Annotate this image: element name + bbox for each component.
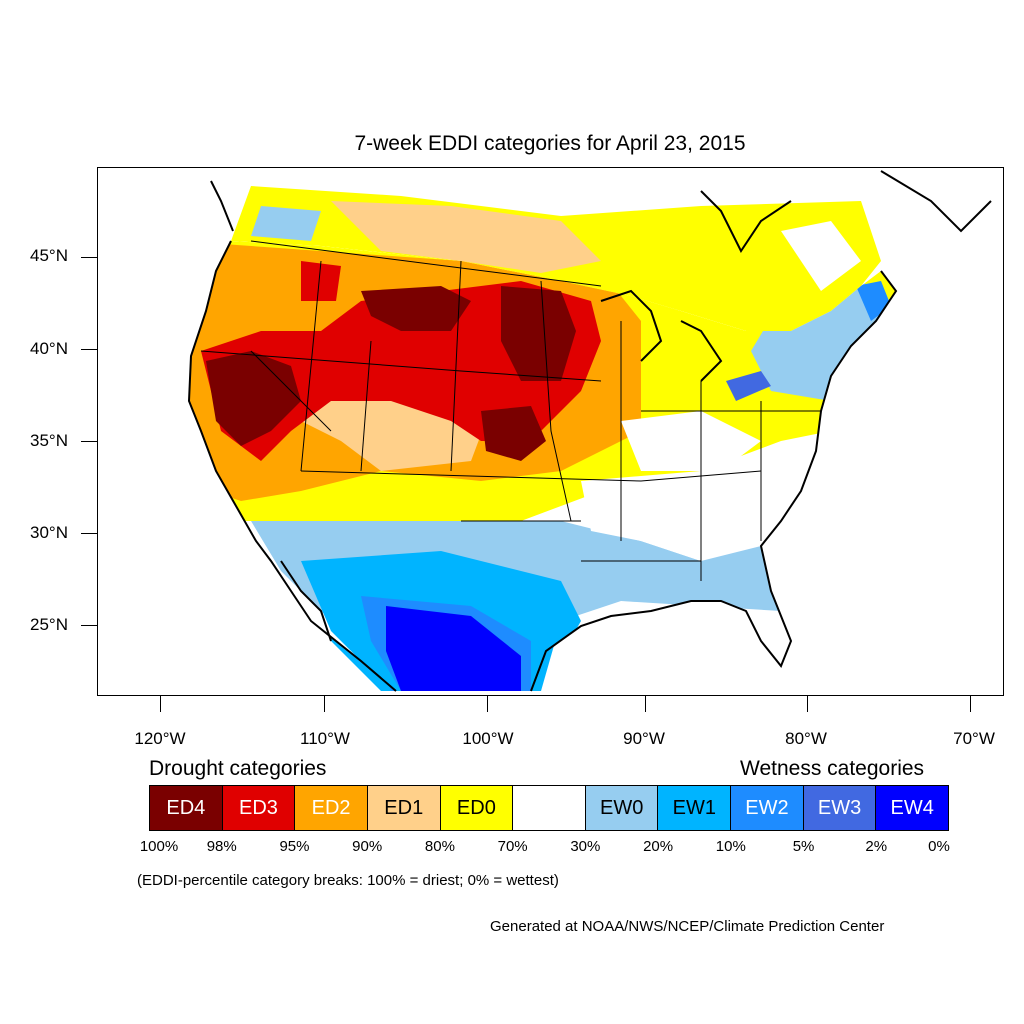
legend-break-label: 98%: [206, 838, 237, 855]
lon-tick: [807, 696, 808, 712]
coastline: [187, 170, 992, 692]
lat-tick: [81, 625, 97, 626]
lon-label: 110°W: [300, 729, 350, 748]
lat-label: 35°N: [30, 431, 68, 450]
lon-tick: [487, 696, 488, 712]
legend-break-label: 95%: [279, 838, 310, 855]
category-legend: ED4 ED3 ED2 ED1 ED0 EW0 EW1 EW2 EW3 EW4: [149, 785, 949, 831]
lon-label: 70°W: [953, 729, 995, 748]
legend-box: ED0: [440, 786, 514, 830]
legend-box: ED2: [295, 786, 368, 830]
lon-tick: [970, 696, 971, 712]
legend-break-label: 10%: [715, 838, 746, 855]
legend-break-label: 100%: [139, 838, 179, 855]
lon-tick: [645, 696, 646, 712]
lon-label: 80°W: [785, 729, 827, 748]
legend-break-label: 2%: [865, 838, 888, 855]
lat-label: 45°N: [30, 246, 68, 265]
legend-break-label: 80%: [424, 838, 455, 855]
data-field: [98, 168, 1003, 695]
lat-label: 25°N: [30, 615, 68, 634]
map-title: 7-week EDDI categories for April 23, 201…: [354, 132, 746, 155]
legend-break-label: 0%: [928, 838, 950, 855]
credit-text: Generated at NOAA/NWS/NCEP/Climate Predi…: [490, 918, 885, 935]
lat-tick: [81, 257, 97, 258]
legend-box: [513, 786, 586, 830]
legend-box: ED1: [367, 786, 441, 830]
legend-break-label: 5%: [792, 838, 815, 855]
lon-label: 90°W: [623, 729, 665, 748]
lat-tick: [81, 349, 97, 350]
eddi-map: [98, 168, 1003, 695]
legend-break-label: 90%: [352, 838, 383, 855]
lon-tick: [160, 696, 161, 712]
wetness-categories-title: Wetness categories: [740, 757, 925, 780]
legend-break-label: 20%: [643, 838, 674, 855]
legend-break-label: 70%: [497, 838, 528, 855]
lat-tick: [81, 533, 97, 534]
legend-box: EW0: [585, 786, 659, 830]
lon-label: 120°W: [134, 729, 186, 748]
legend-box: EW3: [803, 786, 877, 830]
legend-box: EW4: [876, 786, 949, 830]
legend-box: ED4: [150, 786, 223, 830]
lat-tick: [81, 441, 97, 442]
category-note: (EDDI-percentile category breaks: 100% =…: [137, 872, 559, 889]
legend-break-label: 30%: [570, 838, 601, 855]
drought-categories-title: Drought categories: [149, 757, 327, 780]
map-frame: [97, 167, 1004, 696]
legend-box: EW2: [731, 786, 804, 830]
state-borders: [200, 240, 821, 581]
lat-label: 40°N: [30, 339, 68, 358]
lat-label: 30°N: [30, 523, 68, 542]
legend-box: ED3: [222, 786, 296, 830]
lon-tick: [324, 696, 325, 712]
lon-label: 100°W: [462, 729, 514, 748]
legend-box: EW1: [658, 786, 732, 830]
